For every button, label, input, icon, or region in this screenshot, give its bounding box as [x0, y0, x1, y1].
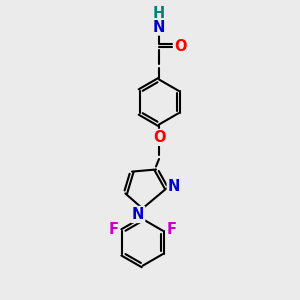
- Text: N: N: [168, 179, 180, 194]
- Text: F: F: [109, 222, 119, 237]
- Text: O: O: [153, 130, 165, 145]
- Text: N: N: [132, 207, 144, 222]
- Text: H: H: [153, 6, 165, 21]
- Text: F: F: [166, 222, 176, 237]
- Text: O: O: [175, 39, 187, 54]
- Text: N: N: [153, 20, 165, 34]
